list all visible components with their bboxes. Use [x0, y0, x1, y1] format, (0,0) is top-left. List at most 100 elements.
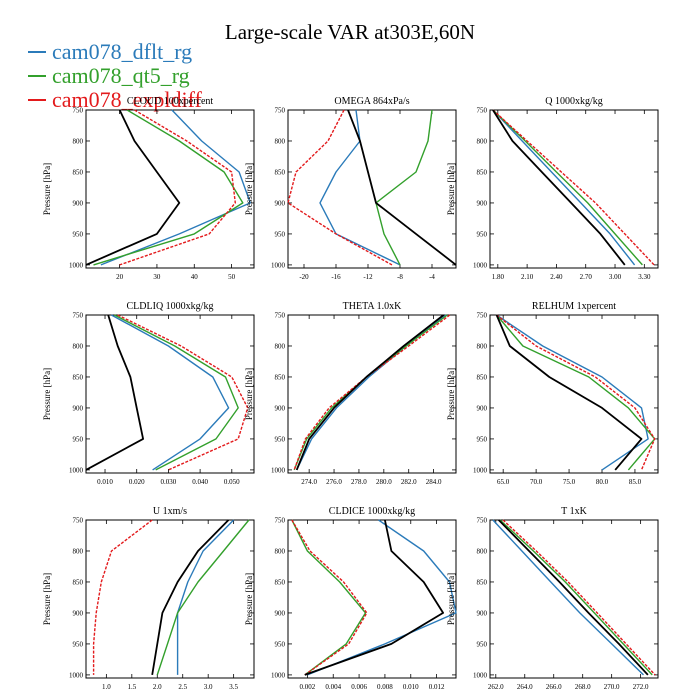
y-axis-label: Pressure [hPa]	[446, 573, 456, 625]
x-tick-label: 266.0	[546, 683, 562, 691]
x-tick-label: 262.0	[488, 683, 504, 691]
x-tick-label: 0.004	[325, 683, 341, 691]
series-line-cam078_qt5_rg	[114, 314, 239, 471]
y-tick-label: 850	[477, 373, 488, 381]
x-tick-label: -20	[299, 273, 309, 281]
series-line-cam078_expldiff	[502, 519, 656, 676]
series-line-cam078_dflt_rg	[296, 314, 447, 471]
y-tick-label: 800	[275, 342, 286, 350]
y-tick-label: 850	[73, 168, 84, 176]
y-tick-label: 950	[477, 230, 488, 238]
legend-label: cam078_expldiff	[52, 87, 202, 112]
plot-frame	[287, 314, 457, 474]
y-tick-label: 1000	[271, 466, 286, 474]
plot-frame	[85, 519, 255, 679]
x-tick-label: 1.5	[127, 683, 136, 691]
y-tick-label: 950	[477, 435, 488, 443]
x-tick-label: 3.5	[229, 683, 238, 691]
plot-frame	[489, 314, 659, 474]
y-axis-label: Pressure [hPa]	[244, 573, 254, 625]
x-tick-label: 75.0	[563, 478, 576, 486]
legend-swatch	[28, 75, 46, 77]
y-tick-label: 950	[73, 435, 84, 443]
y-tick-label: 1000	[473, 671, 488, 679]
y-axis-label: Pressure [hPa]	[446, 368, 456, 420]
x-tick-label: 0.002	[300, 683, 316, 691]
y-tick-label: 800	[73, 547, 84, 555]
x-tick-label: 0.008	[377, 683, 393, 691]
x-tick-label: 0.010	[97, 478, 113, 486]
x-tick-label: 3.0	[204, 683, 213, 691]
x-tick-label: 276.0	[326, 478, 342, 486]
series-line-cam078_expldiff	[119, 109, 237, 266]
series-line-cam078_qt5_rg	[492, 109, 643, 266]
series-line-obs	[85, 109, 181, 266]
plot-title: CLOUD 100xpercent	[127, 96, 214, 107]
y-tick-label: 1000	[271, 671, 286, 679]
y-tick-label: 900	[73, 609, 84, 617]
x-tick-label: 3.00	[609, 273, 622, 281]
y-tick-label: 900	[73, 199, 84, 207]
x-tick-label: 85.0	[629, 478, 642, 486]
y-tick-label: 850	[275, 168, 286, 176]
x-tick-label: -8	[397, 273, 403, 281]
legend-swatch	[28, 99, 46, 101]
series-line-cam078_qt5_rg	[291, 519, 367, 676]
series-line-cam078_expldiff	[492, 109, 655, 266]
plot-title: CLDLIQ 1000xkg/kg	[127, 301, 214, 312]
y-tick-label: 1000	[69, 466, 84, 474]
x-tick-label: 0.012	[429, 683, 445, 691]
y-tick-label: 750	[275, 107, 286, 115]
series-line-cam078_dflt_rg	[307, 519, 457, 676]
plot-title: CLDICE 1000xkg/kg	[329, 506, 415, 517]
y-tick-label: 750	[477, 107, 488, 115]
y-tick-label: 950	[477, 640, 488, 648]
y-tick-label: 900	[275, 609, 286, 617]
y-tick-label: 900	[477, 404, 488, 412]
y-tick-label: 950	[275, 640, 286, 648]
legend-label: cam078_dflt_rg	[52, 39, 193, 64]
y-tick-label: 950	[275, 435, 286, 443]
x-tick-label: 40	[191, 273, 199, 281]
plot-title: U 1xm/s	[153, 506, 187, 517]
x-tick-label: 0.006	[351, 683, 367, 691]
y-tick-label: 900	[73, 404, 84, 412]
series-line-cam078_dflt_rg	[492, 109, 636, 266]
y-tick-label: 800	[477, 342, 488, 350]
y-tick-label: 1000	[473, 466, 488, 474]
y-tick-label: 800	[477, 137, 488, 145]
x-tick-label: 50	[228, 273, 236, 281]
x-tick-label: -4	[429, 273, 435, 281]
series-line-cam078_qt5_rg	[499, 519, 653, 676]
series-line-cam078_expldiff	[287, 109, 393, 266]
x-tick-label: 3.30	[638, 273, 651, 281]
series-line-obs	[304, 519, 445, 676]
series-line-cam078_qt5_rg	[496, 314, 656, 471]
x-tick-label: 0.050	[224, 478, 240, 486]
legend-item-expldiff: cam078_expldiff	[28, 88, 202, 112]
x-tick-label: 2.5	[178, 683, 187, 691]
x-tick-label: 2.40	[550, 273, 563, 281]
legend-swatch	[28, 51, 46, 53]
series-line-cam078_expldiff	[92, 519, 153, 675]
x-tick-label: 0.010	[403, 683, 419, 691]
series-line-obs	[492, 109, 626, 266]
series-line-obs	[151, 519, 230, 676]
y-tick-label: 750	[477, 517, 488, 525]
x-tick-label: 270.0	[604, 683, 620, 691]
y-axis-label: Pressure [hPa]	[244, 163, 254, 215]
x-tick-label: 0.020	[129, 478, 145, 486]
x-tick-label: 2.70	[580, 273, 593, 281]
x-tick-label: 284.0	[426, 478, 442, 486]
series-line-obs	[295, 314, 445, 471]
series-line-obs	[495, 314, 643, 471]
y-tick-label: 1000	[473, 261, 488, 269]
x-tick-label: 272.0	[633, 683, 649, 691]
y-tick-label: 900	[477, 199, 488, 207]
plot-frame	[85, 314, 255, 474]
x-tick-label: -12	[363, 273, 373, 281]
series-line-cam078_expldiff	[496, 314, 656, 471]
series-line-obs	[498, 519, 649, 676]
y-tick-label: 800	[275, 547, 286, 555]
